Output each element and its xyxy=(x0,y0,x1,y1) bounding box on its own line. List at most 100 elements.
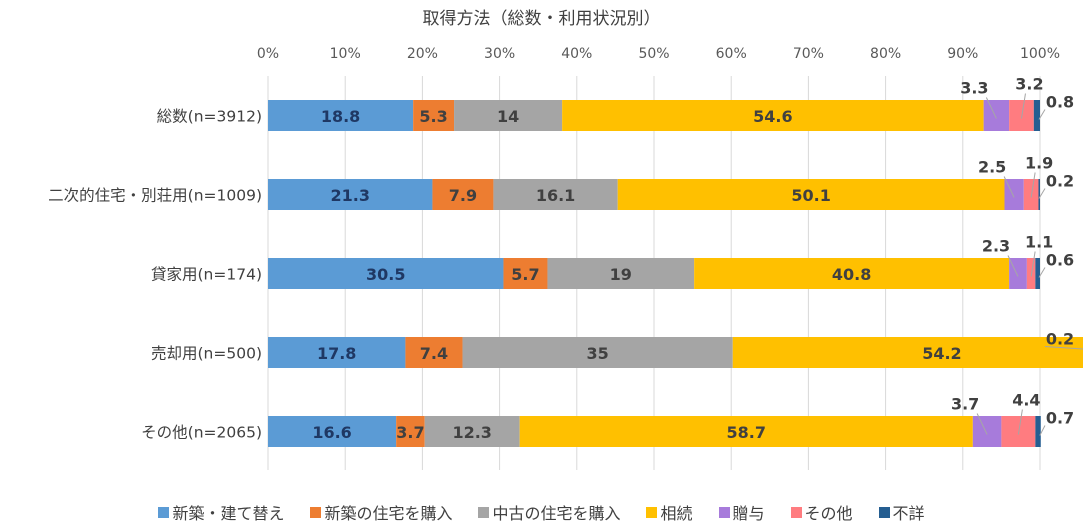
x-tick-label: 40% xyxy=(561,46,592,62)
bar-segment xyxy=(462,337,733,368)
data-label: 19 xyxy=(610,265,632,284)
category-label: 総数(n=3912) xyxy=(157,108,262,126)
data-label: 14 xyxy=(497,107,519,126)
legend-label: 不詳 xyxy=(892,504,925,523)
category-label: 二次的住宅・別荘用(n=1009) xyxy=(48,187,262,205)
bar-segment xyxy=(547,258,695,289)
leader-line xyxy=(1038,109,1046,120)
bar-segment xyxy=(432,179,494,210)
legend-label: その他 xyxy=(804,504,853,523)
data-label: 1.1 xyxy=(1025,233,1053,252)
x-tick-label: 0% xyxy=(257,46,279,62)
chart-title: 取得方法（総数・利用状況別） xyxy=(422,9,661,29)
legend-item: 相続 xyxy=(646,500,693,524)
data-label: 18.8 xyxy=(321,107,360,126)
bar-segment xyxy=(983,100,1010,131)
data-label: 12.3 xyxy=(452,423,491,442)
legend-swatch xyxy=(718,506,730,518)
bar-segment xyxy=(1038,179,1040,210)
bar-segment xyxy=(396,416,425,447)
data-label: 5.3 xyxy=(419,107,447,126)
x-tick-label: 60% xyxy=(716,46,747,62)
data-label: 5.7 xyxy=(511,265,539,284)
legend-item: 中古の住宅を購入 xyxy=(478,500,620,524)
x-tick-label: 80% xyxy=(870,46,901,62)
data-label: 21.3 xyxy=(330,186,369,205)
bar-segment xyxy=(562,100,984,131)
bar-segment xyxy=(454,100,563,131)
legend-swatch xyxy=(158,506,170,518)
data-label: 0.7 xyxy=(1046,409,1074,428)
leader-line xyxy=(985,97,997,119)
legend-item: 不詳 xyxy=(878,500,925,524)
bar-segment xyxy=(732,337,1083,368)
x-tick-label: 50% xyxy=(638,46,669,62)
data-label: 0.2 xyxy=(1046,330,1074,349)
bar-segment xyxy=(424,416,520,447)
leader-line xyxy=(1044,346,1083,350)
bar-segment xyxy=(268,258,504,289)
bar-segment xyxy=(1033,100,1040,131)
x-tick-label: 70% xyxy=(793,46,824,62)
bar-segment xyxy=(1035,258,1040,289)
data-label: 2.5 xyxy=(978,158,1006,177)
bar-segment xyxy=(268,179,433,210)
data-label: 3.7 xyxy=(396,423,424,442)
leader-line xyxy=(1003,176,1015,198)
bar-segment xyxy=(972,416,1002,447)
legend-swatch xyxy=(790,506,802,518)
data-label: 54.6 xyxy=(753,107,792,126)
data-label: 40.8 xyxy=(832,265,871,284)
bar-segment xyxy=(694,258,1010,289)
leader-line xyxy=(1039,425,1046,436)
legend-swatch xyxy=(646,506,658,518)
x-tick-label: 20% xyxy=(407,46,438,62)
legend-label: 贈与 xyxy=(732,504,765,523)
data-label: 3.3 xyxy=(960,79,988,98)
x-tick-label: 10% xyxy=(330,46,361,62)
bar-segment xyxy=(413,100,455,131)
legend-swatch xyxy=(478,506,490,518)
data-label: 0.8 xyxy=(1046,93,1074,112)
leader-line xyxy=(1030,172,1036,198)
category-label: 売却用(n=500) xyxy=(151,345,262,363)
legend-label: 新築・建て替え xyxy=(172,504,285,523)
data-label: 0.6 xyxy=(1046,251,1074,270)
data-label: 17.8 xyxy=(317,344,356,363)
data-label: 7.9 xyxy=(449,186,477,205)
x-tick-label: 100% xyxy=(1020,46,1060,62)
leader-line xyxy=(976,413,988,435)
data-label: 2.3 xyxy=(982,237,1010,256)
data-label: 16.1 xyxy=(536,186,575,205)
category-label: 貸家用(n=174) xyxy=(151,266,262,284)
data-label: 3.7 xyxy=(951,395,979,414)
legend-label: 中古の住宅を購入 xyxy=(492,504,621,523)
data-label: 1.9 xyxy=(1025,154,1053,173)
leader-line xyxy=(1007,255,1019,277)
bar-segment xyxy=(1009,258,1027,289)
category-label: その他(n=2065) xyxy=(141,424,262,442)
bar-segment xyxy=(617,179,1005,210)
leader-line xyxy=(1030,251,1036,277)
leader-line xyxy=(1020,93,1026,119)
leader-line xyxy=(1038,267,1046,278)
data-label: 35 xyxy=(587,344,609,363)
legend-item: 新築・建て替え xyxy=(158,500,284,524)
bar-segment xyxy=(268,100,414,131)
bar-segment xyxy=(493,179,618,210)
data-label: 3.2 xyxy=(1015,75,1043,94)
legend: 新築・建て替え 新築の住宅を購入 中古の住宅を購入 相続 贈与 その他 不詳 xyxy=(0,500,1083,524)
bar-segment xyxy=(268,337,406,368)
bar-segment xyxy=(1035,416,1041,447)
leader-line xyxy=(1017,409,1023,435)
legend-label: 相続 xyxy=(660,504,693,523)
legend-swatch xyxy=(310,506,322,518)
legend-swatch xyxy=(878,506,890,518)
legend-item: その他 xyxy=(790,500,853,524)
x-tick-label: 30% xyxy=(484,46,515,62)
bar-segment xyxy=(268,416,397,447)
bar-segment xyxy=(519,416,973,447)
data-label: 0.2 xyxy=(1046,172,1074,191)
legend-item: 新築の住宅を購入 xyxy=(310,500,452,524)
